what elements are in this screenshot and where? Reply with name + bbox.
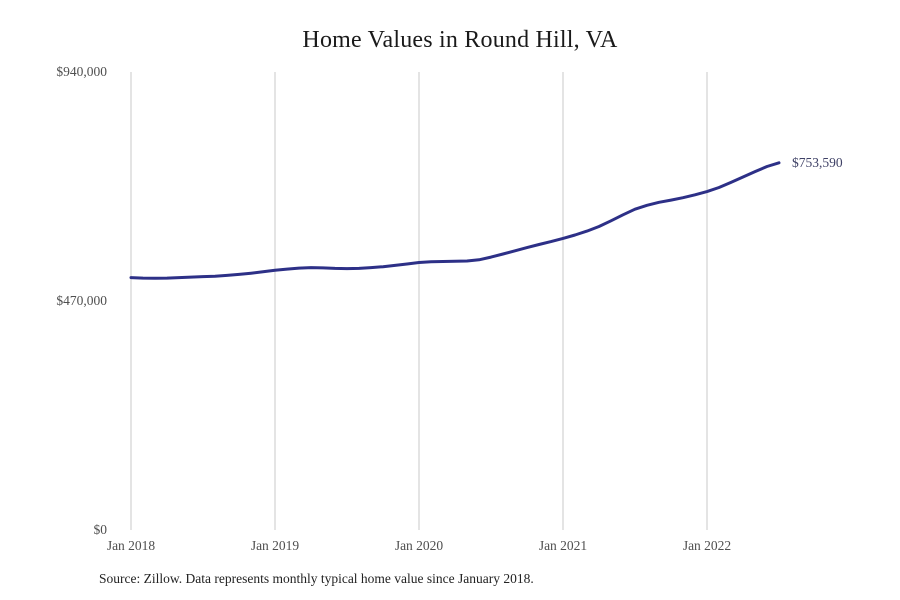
last-value-label: $753,590	[792, 154, 843, 170]
y-tick-label: $0	[93, 522, 108, 537]
x-tick-label: Jan 2019	[250, 538, 300, 553]
source-note: Source: Zillow. Data represents monthly …	[99, 571, 534, 586]
gridlines-group	[130, 72, 708, 530]
x-tick-label: Jan 2022	[682, 538, 732, 553]
x-tick-label: Jan 2021	[538, 538, 588, 553]
home-value-line	[129, 161, 781, 280]
y-tick-label: $940,000	[56, 64, 107, 79]
chart-title: Home Values in Round Hill, VA	[302, 27, 618, 53]
x-tick-label: Jan 2018	[106, 538, 156, 553]
y-tick-label: $470,000	[56, 293, 107, 308]
x-tick-label: Jan 2020	[394, 538, 444, 553]
